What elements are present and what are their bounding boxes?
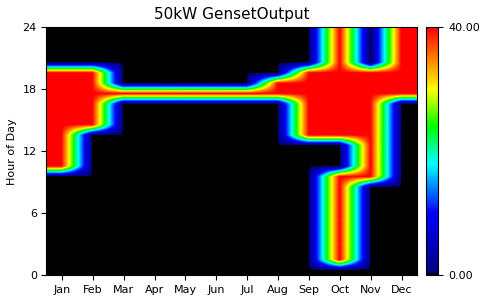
- Y-axis label: Hour of Day: Hour of Day: [7, 118, 17, 185]
- Title: 50kW GensetOutput: 50kW GensetOutput: [154, 7, 310, 22]
